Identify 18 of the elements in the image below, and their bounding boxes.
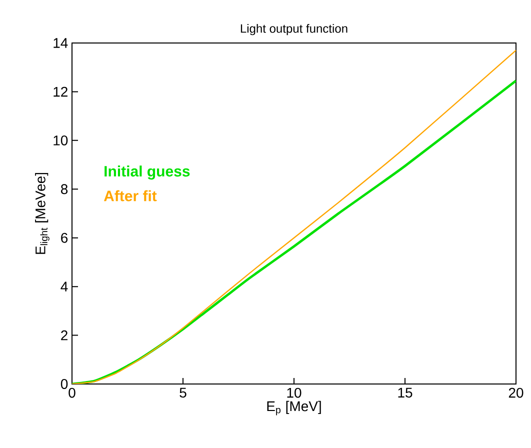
x-tick-label: 10 — [287, 388, 302, 398]
y-tick-label: 0 — [60, 379, 68, 389]
y-tick-label: 14 — [54, 38, 68, 48]
y-tick-label: 10 — [54, 135, 68, 146]
text: After fit — [104, 190, 157, 202]
y-tick-label: 6 — [61, 232, 68, 243]
chart-title: Light output function — [240, 24, 348, 36]
text: Initial guess — [104, 166, 190, 180]
y-tick-label: 8 — [60, 184, 68, 194]
x-axis-title: E$_{p}$ [MeV] — [267, 400, 321, 416]
x-tick-label: 5 — [180, 388, 186, 398]
x-tick-label: 0 — [68, 388, 76, 398]
x-tick-label: 20 — [508, 388, 524, 398]
y-tick-label: 2 — [61, 330, 68, 340]
y-tick-label: 4 — [60, 282, 68, 292]
y-axis-title: E$_{light}$ [MeVee] — [35, 172, 50, 254]
x-tick-label: 15 — [398, 388, 412, 398]
y-tick-label: 12 — [54, 86, 68, 97]
